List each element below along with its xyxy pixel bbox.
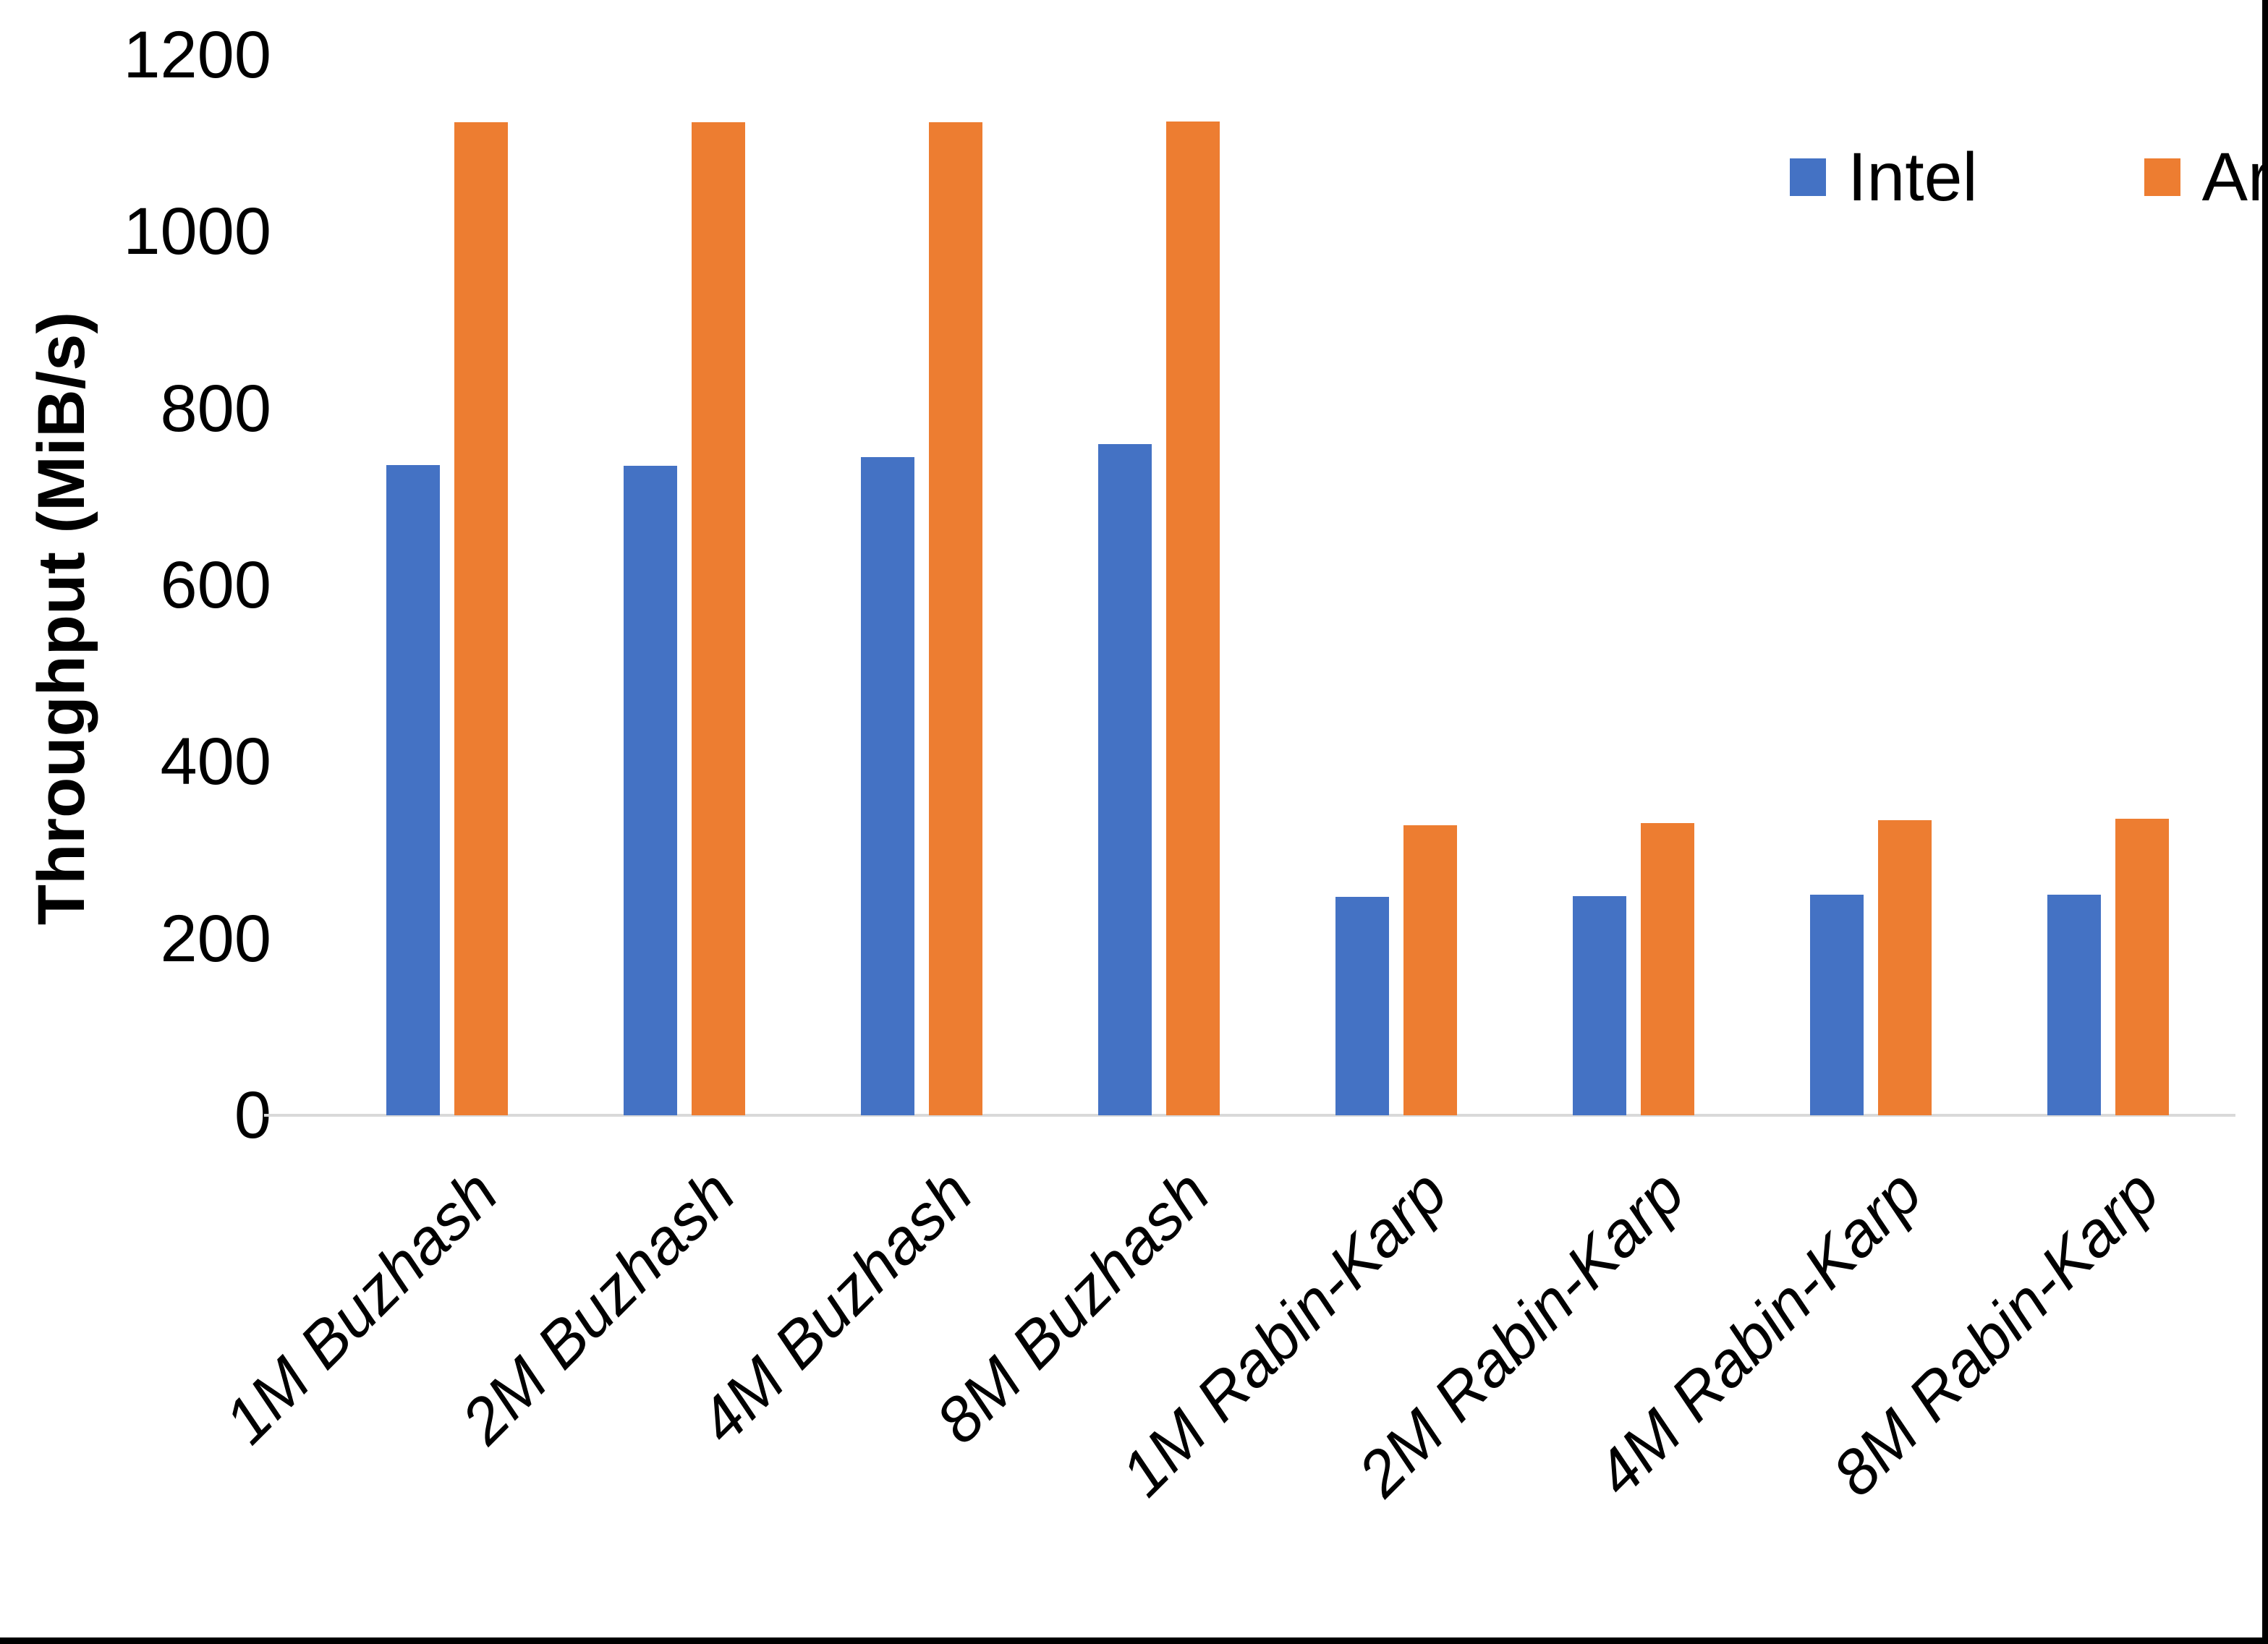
legend: Intel Arm: [1790, 137, 2268, 217]
x-label-2m-buzhash: 2M Buzhash: [447, 1156, 749, 1457]
bar-arm-8m-buzhash: [1166, 122, 1220, 1115]
bar-arm-1m-buzhash: [454, 122, 508, 1115]
x-label-2m-rabin-karp: 2M Rabin-Karp: [1344, 1156, 1698, 1510]
x-label-1m-buzhash: 1M Buzhash: [210, 1156, 511, 1457]
bar-intel-4m-buzhash: [861, 457, 914, 1115]
screenshot-bottom-border: [0, 1637, 2268, 1644]
bar-arm-2m-buzhash: [692, 122, 745, 1115]
legend-label-arm: Arm: [2201, 139, 2268, 216]
y-tick-1000: 1000: [123, 195, 271, 269]
x-label-1m-rabin-karp: 1M Rabin-Karp: [1107, 1156, 1461, 1510]
bar-arm-4m-rabin-karp: [1878, 820, 1932, 1115]
screenshot-right-border: [2262, 0, 2268, 1644]
bar-intel-2m-rabin-karp: [1573, 896, 1626, 1115]
x-label-4m-buzhash: 4M Buzhash: [684, 1156, 986, 1457]
bar-arm-1m-rabin-karp: [1403, 825, 1457, 1115]
x-label-8m-buzhash: 8M Buzhash: [922, 1156, 1223, 1457]
bar-intel-8m-rabin-karp: [2047, 895, 2101, 1115]
bar-intel-8m-buzhash: [1098, 444, 1152, 1115]
bar-arm-4m-buzhash: [929, 122, 982, 1115]
bar-arm-2m-rabin-karp: [1641, 823, 1694, 1115]
y-tick-0: 0: [234, 1078, 271, 1152]
bar-intel-2m-buzhash: [624, 466, 677, 1115]
bar-intel-1m-rabin-karp: [1335, 897, 1389, 1115]
y-tick-200: 200: [160, 901, 272, 976]
x-label-8m-rabin-karp: 8M Rabin-Karp: [1819, 1156, 2173, 1510]
y-axis-title: Throughput (MiB/s): [25, 311, 98, 926]
legend-swatch-arm: [2144, 158, 2180, 196]
y-tick-1200: 1200: [123, 18, 271, 92]
y-tick-600: 600: [160, 548, 272, 622]
y-tick-800: 800: [160, 371, 272, 446]
bar-intel-1m-buzhash: [386, 465, 440, 1115]
y-tick-400: 400: [160, 725, 272, 799]
bar-arm-8m-rabin-karp: [2115, 819, 2169, 1115]
bar-intel-4m-rabin-karp: [1810, 895, 1864, 1115]
x-label-4m-rabin-karp: 4M Rabin-Karp: [1581, 1156, 1935, 1510]
x-axis-line: [264, 1114, 2235, 1117]
legend-swatch-intel: [1790, 158, 1826, 196]
legend-label-intel: Intel: [1848, 139, 1978, 216]
